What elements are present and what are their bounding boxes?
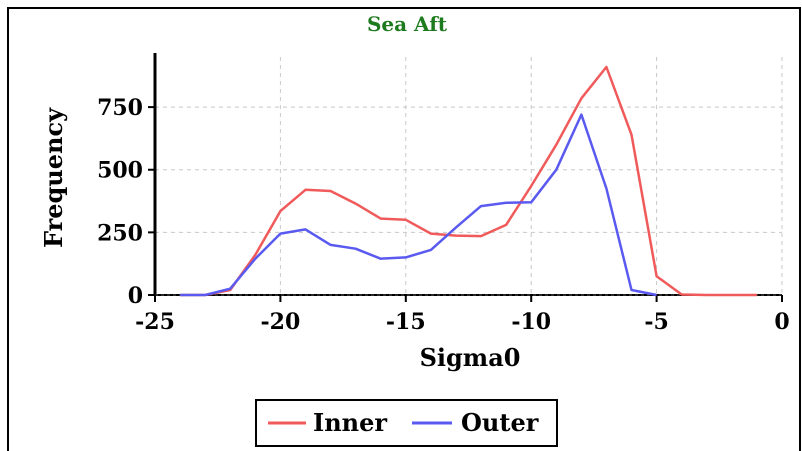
legend-box (255, 399, 558, 447)
series-line-inner (180, 65, 757, 297)
x-tick-label: -20 (261, 309, 301, 335)
x-tick-label: -25 (135, 309, 175, 335)
figure-border (7, 7, 801, 451)
x-axis-title: Sigma0 (420, 343, 521, 372)
y-tick-label: 0 (128, 283, 143, 309)
y-axis-title: Frequency (39, 107, 68, 248)
x-tick-label: -5 (644, 309, 668, 335)
series-line-outer (180, 113, 657, 297)
legend: Inner Outer (255, 399, 558, 447)
axes-layer: -25 -20 -15 -10 -5 0 0 250 500 750 (97, 53, 790, 335)
legend-label-outer: Outer (461, 408, 539, 437)
y-tick-label: 500 (97, 158, 143, 184)
chart-title: Sea Aft (367, 12, 448, 36)
y-tick-label: 250 (97, 220, 143, 246)
grid-layer (155, 57, 783, 295)
x-tick-label: -10 (511, 309, 551, 335)
y-tick-label: 750 (97, 95, 143, 121)
x-tick-label: -15 (386, 309, 426, 335)
series-layer (180, 65, 757, 297)
x-tick-label: 0 (774, 309, 789, 335)
legend-label-inner: Inner (313, 408, 387, 437)
